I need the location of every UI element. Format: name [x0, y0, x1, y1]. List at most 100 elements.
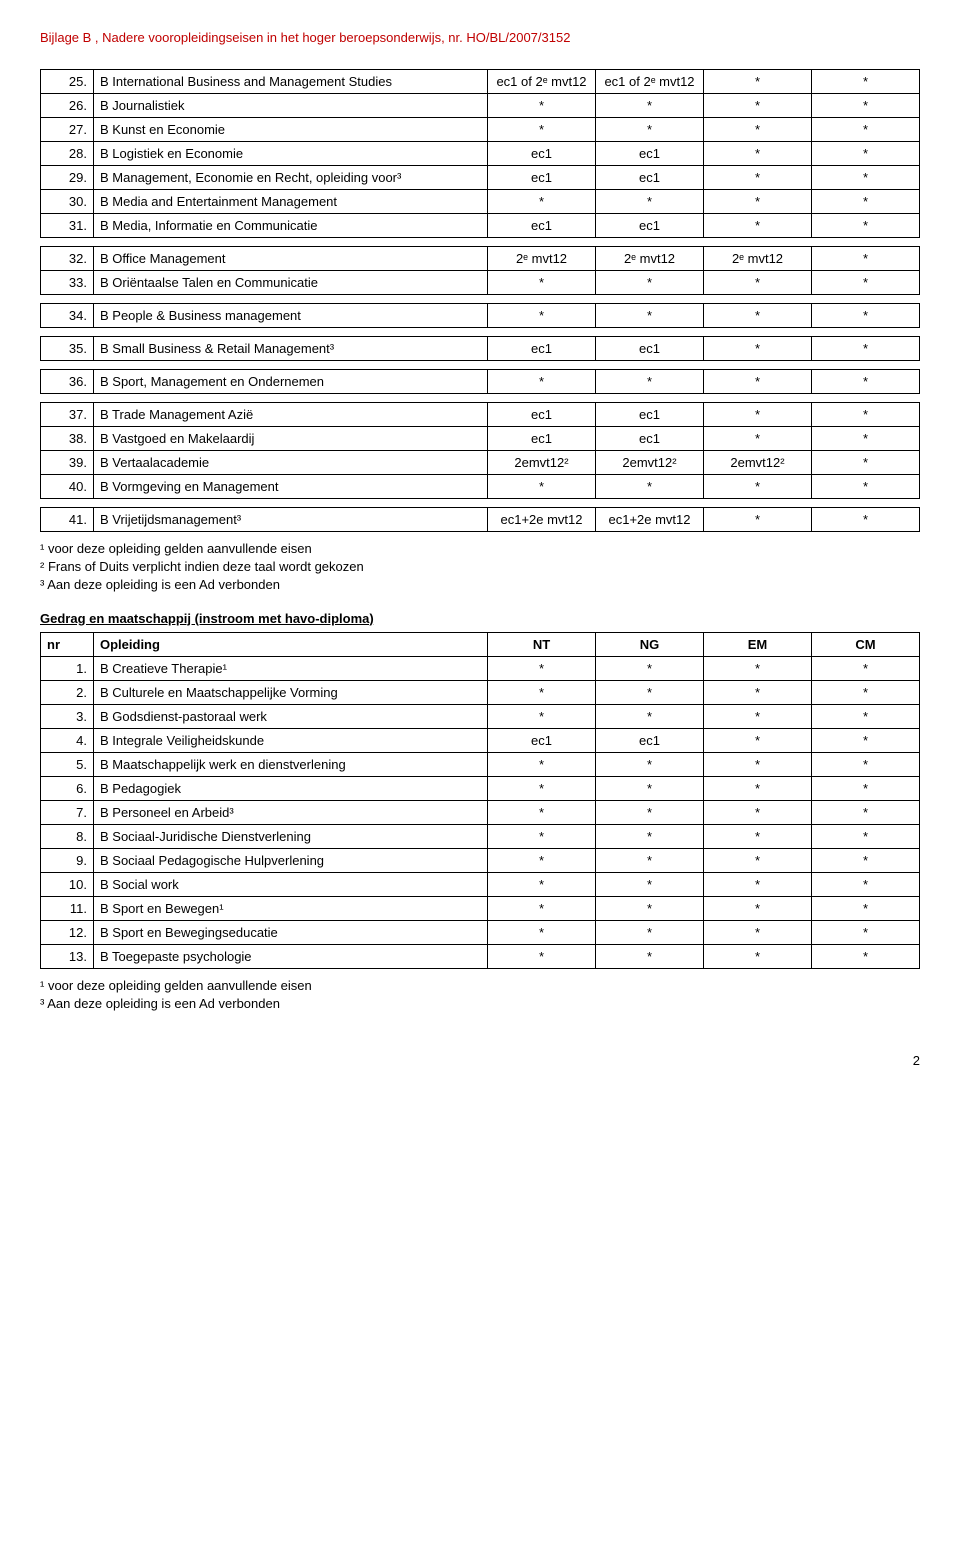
cell-value: B Godsdienst-pastoraal werk	[94, 704, 488, 728]
table-row: 33.B Oriëntaalse Talen en Communicatie**…	[41, 271, 920, 295]
footnote-line: ³ Aan deze opleiding is een Ad verbonden	[40, 995, 920, 1013]
cell-value: *	[596, 800, 704, 824]
column-header: CM	[812, 632, 920, 656]
cell-value: *	[704, 118, 812, 142]
cell-value: *	[812, 190, 920, 214]
cell-value: 3.	[41, 704, 94, 728]
cell-value: *	[488, 94, 596, 118]
program-name: B Logistiek en Economie	[94, 142, 488, 166]
cell-value: *	[704, 508, 812, 532]
cell-value: *	[812, 427, 920, 451]
cell-value: B Integrale Veiligheidskunde	[94, 728, 488, 752]
program-name: B Vormgeving en Management	[94, 475, 488, 499]
cell-value: ec1	[596, 214, 704, 238]
table-row: 36.B Sport, Management en Ondernemen****	[41, 370, 920, 394]
footnotes-1: ¹ voor deze opleiding gelden aanvullende…	[40, 540, 920, 595]
cell-value: ec1	[596, 728, 704, 752]
cell-value: *	[704, 704, 812, 728]
row-number: 25.	[41, 70, 94, 94]
cell-value: ec1+2e mvt12	[488, 508, 596, 532]
cell-value: *	[596, 304, 704, 328]
cell-value: ec1	[596, 142, 704, 166]
cell-value: ec1	[488, 142, 596, 166]
cell-value: *	[596, 896, 704, 920]
row-number: 28.	[41, 142, 94, 166]
cell-value: *	[812, 872, 920, 896]
cell-value: 8.	[41, 824, 94, 848]
cell-value: *	[704, 824, 812, 848]
cell-value: ec1	[488, 166, 596, 190]
table-row: 41.B Vrijetijdsmanagement³ec1+2e mvt12ec…	[41, 508, 920, 532]
row-number: 26.	[41, 94, 94, 118]
cell-value: *	[704, 848, 812, 872]
cell-value: *	[488, 776, 596, 800]
requirements-table-2: 32.B Office Management2ᵉ mvt122ᵉ mvt122ᵉ…	[40, 246, 920, 295]
cell-value: B Culturele en Maatschappelijke Vorming	[94, 680, 488, 704]
cell-value: ec1	[596, 166, 704, 190]
column-header: NG	[596, 632, 704, 656]
cell-value: *	[812, 271, 920, 295]
cell-value: *	[704, 680, 812, 704]
cell-value: *	[596, 704, 704, 728]
cell-value: B Personeel en Arbeid³	[94, 800, 488, 824]
cell-value: *	[704, 427, 812, 451]
row-number: 30.	[41, 190, 94, 214]
program-name: B Vrijetijdsmanagement³	[94, 508, 488, 532]
program-name: B Sport, Management en Ondernemen	[94, 370, 488, 394]
cell-value: *	[596, 680, 704, 704]
cell-value: *	[488, 944, 596, 968]
cell-value: 2emvt12²	[488, 451, 596, 475]
cell-value: *	[488, 304, 596, 328]
table-row: 32.B Office Management2ᵉ mvt122ᵉ mvt122ᵉ…	[41, 247, 920, 271]
table-row: 25.B International Business and Manageme…	[41, 70, 920, 94]
cell-value: *	[704, 370, 812, 394]
cell-value: 6.	[41, 776, 94, 800]
row-number: 37.	[41, 403, 94, 427]
cell-value: *	[488, 896, 596, 920]
cell-value: 4.	[41, 728, 94, 752]
column-header: nr	[41, 632, 94, 656]
cell-value: ec1	[596, 403, 704, 427]
cell-value: *	[488, 824, 596, 848]
cell-value: *	[596, 776, 704, 800]
cell-value: *	[812, 142, 920, 166]
cell-value: *	[704, 403, 812, 427]
table-row: 4.B Integrale Veiligheidskundeec1ec1**	[41, 728, 920, 752]
cell-value: *	[596, 271, 704, 295]
cell-value: *	[812, 304, 920, 328]
cell-value: ec1	[596, 337, 704, 361]
cell-value: *	[812, 776, 920, 800]
program-name: B Media and Entertainment Management	[94, 190, 488, 214]
cell-value: B Social work	[94, 872, 488, 896]
cell-value: B Sociaal Pedagogische Hulpverlening	[94, 848, 488, 872]
cell-value: *	[488, 370, 596, 394]
cell-value: *	[812, 800, 920, 824]
cell-value: ec1	[596, 427, 704, 451]
cell-value: *	[488, 704, 596, 728]
row-number: 32.	[41, 247, 94, 271]
cell-value: *	[812, 896, 920, 920]
program-name: B Office Management	[94, 247, 488, 271]
requirements-table-6: 37.B Trade Management Aziëec1ec1**38.B V…	[40, 402, 920, 499]
cell-value: *	[596, 872, 704, 896]
cell-value: *	[596, 752, 704, 776]
row-number: 34.	[41, 304, 94, 328]
cell-value: *	[488, 656, 596, 680]
cell-value: *	[488, 271, 596, 295]
cell-value: *	[488, 118, 596, 142]
cell-value: *	[704, 920, 812, 944]
cell-value: B Sport en Bewegingseducatie	[94, 920, 488, 944]
table-row: 13.B Toegepaste psychologie****	[41, 944, 920, 968]
cell-value: *	[704, 337, 812, 361]
cell-value: *	[704, 142, 812, 166]
cell-value: *	[488, 920, 596, 944]
table-row: 28.B Logistiek en Economieec1ec1**	[41, 142, 920, 166]
table-row: 11.B Sport en Bewegen¹****	[41, 896, 920, 920]
cell-value: *	[704, 304, 812, 328]
table-row: 34.B People & Business management****	[41, 304, 920, 328]
cell-value: 10.	[41, 872, 94, 896]
cell-value: B Toegepaste psychologie	[94, 944, 488, 968]
program-name: B People & Business management	[94, 304, 488, 328]
row-number: 31.	[41, 214, 94, 238]
cell-value: *	[704, 944, 812, 968]
